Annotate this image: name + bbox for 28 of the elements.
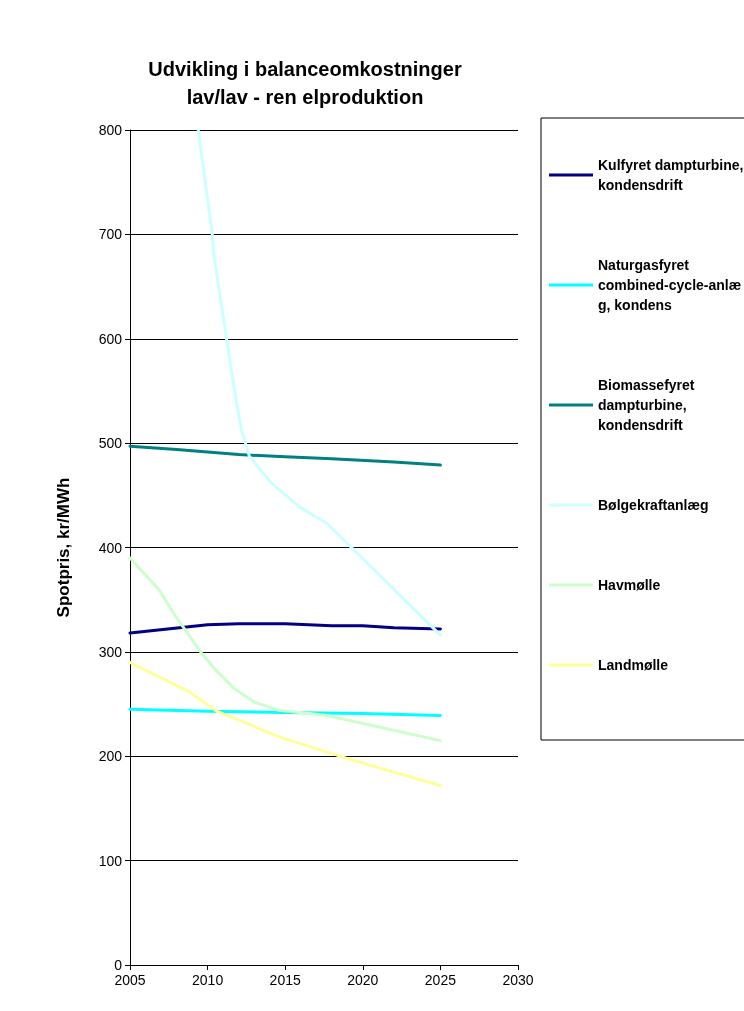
legend-label: Landmølle	[598, 657, 669, 673]
line-series	[128, 660, 442, 787]
legend-label: Bølgekraftanlæg	[598, 497, 709, 513]
x-tick-label: 2015	[269, 972, 301, 988]
y-tick-label: 600	[98, 330, 123, 347]
x-tick-label: 2010	[192, 972, 224, 988]
y-tick-label: 700	[98, 226, 123, 243]
chart-title: Udvikling i balanceomkostninger lav/lav - ren elproduktion	[148, 58, 462, 108]
y-tick-label: 500	[98, 435, 123, 452]
x-tick-label: 2025	[424, 972, 457, 988]
legend-label: Kulfyret dampturbine, kondensdrift	[598, 157, 744, 193]
y-tick-label: 400	[98, 539, 123, 556]
y-axis-title: Spotpris, kr/MWh	[54, 477, 73, 618]
line-series	[128, 622, 442, 635]
x-tick-label: 2020	[347, 972, 379, 988]
y-tick-label: 200	[98, 748, 123, 765]
line-series	[128, 556, 442, 743]
y-tick-label: 100	[98, 852, 123, 869]
y-tick-label: 800	[98, 122, 123, 138]
y-tick-label: 0	[114, 957, 123, 973]
x-tick-label: 2005	[114, 972, 146, 988]
legend-label: Biomassefyret dampturbine, kondensdrift	[598, 377, 699, 433]
legend-label: Naturgasfyret combined-cycle-anlæg, kondens	[598, 257, 742, 313]
y-tick-label: 300	[98, 643, 123, 660]
legend-label: Havmølle	[598, 577, 661, 593]
line-series	[196, 128, 442, 637]
x-tick-label: 2030	[502, 972, 534, 988]
line-series	[128, 444, 442, 467]
